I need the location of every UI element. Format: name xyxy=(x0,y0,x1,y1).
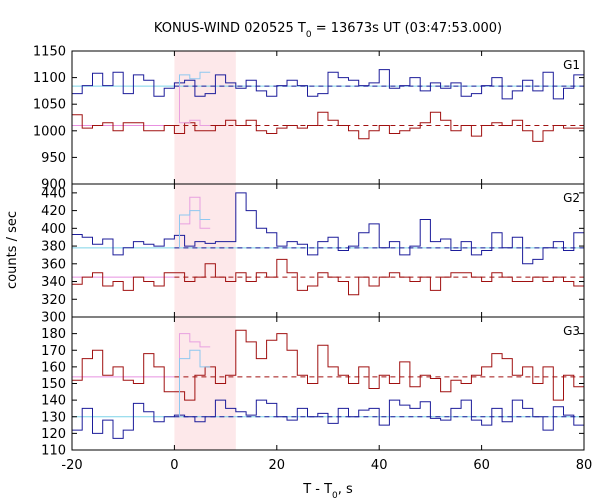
x-tick-label: 0 xyxy=(170,458,178,473)
y-tick-label: 110 xyxy=(41,444,66,459)
y-tick-label: 170 xyxy=(41,344,66,359)
y-tick-label: 400 xyxy=(41,222,66,237)
series-b-histogram xyxy=(72,329,584,401)
x-axis-title: T - T0, s xyxy=(302,482,353,500)
y-tick-label: 360 xyxy=(41,257,66,272)
x-tick-label: 40 xyxy=(371,458,388,473)
x-tick-label: -20 xyxy=(61,458,82,473)
y-tick-label: 1150 xyxy=(33,45,66,60)
y-tick-label: 120 xyxy=(41,427,66,442)
fine-overlay-a xyxy=(179,349,211,417)
x-tick-label: 20 xyxy=(269,458,286,473)
y-tick-label: 380 xyxy=(41,240,66,255)
y-tick-label: 1100 xyxy=(33,71,66,86)
highlight-interval xyxy=(174,51,236,450)
y-tick-label: 1000 xyxy=(33,124,66,139)
fine-overlay-a xyxy=(179,210,211,248)
y-tick-label: 180 xyxy=(41,327,66,342)
y-axis-title: counts / sec xyxy=(5,211,20,289)
y-tick-label: 950 xyxy=(41,151,66,166)
panel-frame xyxy=(71,183,585,318)
panel-frame xyxy=(71,316,585,451)
series-b-histogram xyxy=(72,111,584,142)
series-a-histogram xyxy=(72,399,584,439)
series-a-histogram xyxy=(72,192,584,265)
series-a-histogram xyxy=(72,69,584,100)
y-tick-label: 1050 xyxy=(33,98,66,113)
y-tick-label: 420 xyxy=(41,204,66,219)
panel-label: G2 xyxy=(563,191,580,205)
y-tick-label: 300 xyxy=(41,311,66,326)
x-tick-label: 80 xyxy=(576,458,593,473)
y-tick-label: 440 xyxy=(41,186,66,201)
series-b-histogram xyxy=(72,258,584,296)
panel-g2: 300 320 340 360 380 400 420 440 G2 xyxy=(41,183,585,326)
y-tick-label: 150 xyxy=(41,377,66,392)
panel-g1: 950 1000 1050 1100 1150 900 G1 xyxy=(33,45,585,193)
chart-title: KONUS-WIND 020525 T0 = 13673s UT (03:47:… xyxy=(154,21,502,40)
y-tick-label: 340 xyxy=(41,275,66,290)
panel-label: G1 xyxy=(563,58,580,72)
fine-overlay-b xyxy=(179,86,211,126)
panel-label: G3 xyxy=(563,324,580,338)
x-tick-label: 60 xyxy=(473,458,490,473)
fine-overlay-a xyxy=(179,71,211,87)
fine-overlay-b xyxy=(179,333,211,417)
y-tick-label: 160 xyxy=(41,360,66,375)
plot-area: 9501000105011001150900G13003203403603804… xyxy=(33,45,592,474)
y-tick-label: 130 xyxy=(41,410,66,425)
y-tick-label: 320 xyxy=(41,293,66,308)
y-tick-label: 140 xyxy=(41,394,66,409)
y-tick-label: 900 xyxy=(41,178,66,193)
